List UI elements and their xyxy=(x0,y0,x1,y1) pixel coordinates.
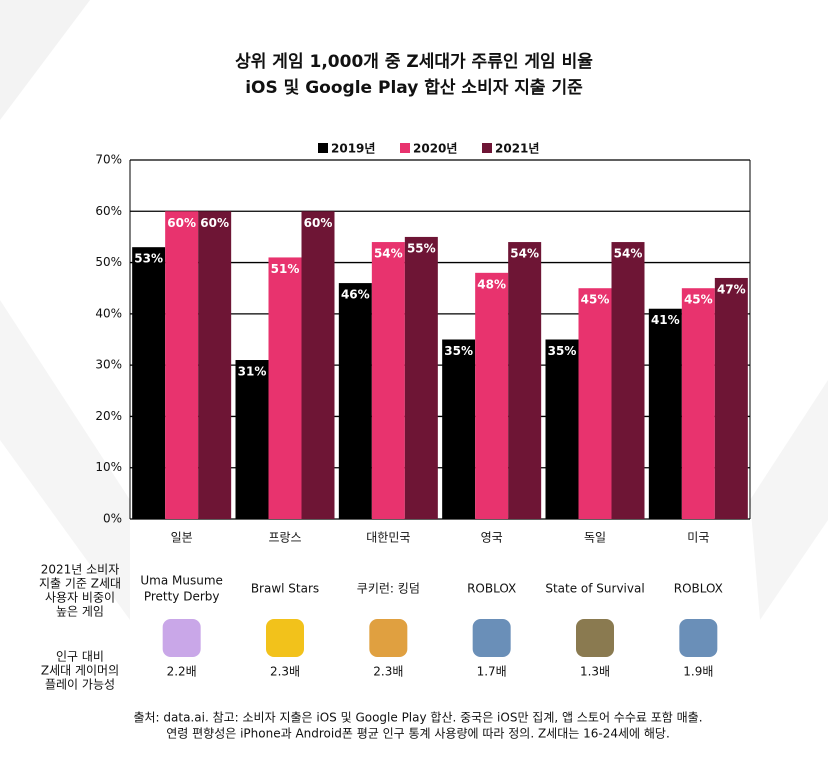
game-icon xyxy=(162,619,201,657)
value-label: 47% xyxy=(717,282,746,296)
value-label: 60% xyxy=(167,216,196,230)
x-tick-label: 프랑스 xyxy=(268,531,301,545)
chart-title: iOS 및 Google Play 합산 소비자 지출 기준 xyxy=(245,77,583,98)
legend-label: 2019년 xyxy=(331,142,375,156)
game-name: Pretty Derby xyxy=(144,590,220,604)
bar xyxy=(198,211,232,520)
ratio: 2.2배 xyxy=(167,665,197,679)
bar xyxy=(371,242,405,520)
game-icon xyxy=(266,619,304,657)
game-icon xyxy=(576,619,614,657)
bar xyxy=(475,272,509,519)
footnote: 연령 편향성은 iPhone과 Android폰 평균 인구 통계 사용량에 따… xyxy=(166,727,670,741)
ratio: 2.3배 xyxy=(373,665,403,679)
row-label: 플레이 가능성 xyxy=(45,678,115,692)
game-name: Uma Musume xyxy=(140,574,223,588)
game-name: Brawl Stars xyxy=(251,582,319,596)
ratio: 1.7배 xyxy=(477,665,507,679)
value-label: 51% xyxy=(271,262,300,276)
row-label: 지출 기준 Z세대 xyxy=(39,577,121,591)
row-label: 사용자 비중이 xyxy=(45,591,115,605)
y-tick-label: 60% xyxy=(95,204,122,218)
game-name: ROBLOX xyxy=(467,582,516,596)
y-tick-label: 20% xyxy=(95,409,122,423)
row-label: 2021년 소비자 xyxy=(41,563,120,577)
game-name: 쿠키런: 킹덤 xyxy=(357,582,420,596)
value-label: 31% xyxy=(238,365,267,379)
bar xyxy=(578,288,612,519)
bar xyxy=(404,236,438,519)
row-label: 높은 게임 xyxy=(56,605,104,619)
y-tick-label: 40% xyxy=(95,306,122,320)
value-label: 35% xyxy=(548,344,577,358)
bar xyxy=(648,308,682,519)
bar xyxy=(235,360,269,519)
bar xyxy=(611,242,645,520)
bar xyxy=(268,257,302,519)
value-label: 53% xyxy=(134,252,163,266)
background-shape xyxy=(750,380,828,620)
bar xyxy=(442,339,476,519)
y-tick-label: 10% xyxy=(95,460,122,474)
value-label: 60% xyxy=(200,216,229,230)
value-label: 48% xyxy=(477,277,506,291)
bar xyxy=(132,247,166,519)
value-label: 46% xyxy=(341,288,370,302)
bar xyxy=(681,288,715,519)
bar xyxy=(301,211,335,520)
y-tick-label: 70% xyxy=(95,153,122,167)
legend-label: 2020년 xyxy=(413,142,457,156)
value-label: 54% xyxy=(374,247,403,261)
row-label: Z세대 게이머의 xyxy=(41,664,119,678)
game-name: State of Survival xyxy=(545,582,644,596)
footnote: 출처: data.ai. 참고: 소비자 지출은 iOS 및 Google Pl… xyxy=(133,711,702,725)
chart-title: 상위 게임 1,000개 중 Z세대가 주류인 게임 비율 xyxy=(235,51,593,72)
x-tick-label: 영국 xyxy=(481,531,503,545)
x-tick-label: 독일 xyxy=(584,531,606,545)
value-label: 41% xyxy=(651,313,680,327)
legend-swatch xyxy=(482,143,492,153)
y-tick-label: 50% xyxy=(95,255,122,269)
background-shape xyxy=(0,0,90,120)
value-label: 54% xyxy=(510,247,539,261)
value-label: 45% xyxy=(581,293,610,307)
bar xyxy=(545,339,579,519)
legend-label: 2021년 xyxy=(495,142,539,156)
game-name: ROBLOX xyxy=(674,582,723,596)
bar xyxy=(714,277,748,519)
ratio: 2.3배 xyxy=(270,665,300,679)
background-shape xyxy=(0,300,130,620)
ratio: 1.9배 xyxy=(683,665,713,679)
y-tick-label: 0% xyxy=(103,512,122,526)
y-tick-label: 30% xyxy=(95,358,122,372)
value-label: 60% xyxy=(304,216,333,230)
value-label: 54% xyxy=(614,247,643,261)
row-label: 인구 대비 xyxy=(56,650,104,664)
x-tick-label: 일본 xyxy=(171,531,193,545)
value-label: 45% xyxy=(684,293,713,307)
game-icon xyxy=(679,619,718,657)
ratio: 1.3배 xyxy=(580,665,610,679)
bar xyxy=(165,211,199,520)
bar xyxy=(508,242,542,520)
legend-swatch xyxy=(318,143,328,153)
value-label: 35% xyxy=(444,344,473,358)
game-icon xyxy=(472,619,511,657)
legend-swatch xyxy=(400,143,410,153)
x-tick-label: 미국 xyxy=(687,531,709,545)
bar xyxy=(338,283,372,519)
value-label: 55% xyxy=(407,241,436,255)
game-icon xyxy=(369,619,408,657)
x-tick-label: 대한민국 xyxy=(366,531,410,545)
